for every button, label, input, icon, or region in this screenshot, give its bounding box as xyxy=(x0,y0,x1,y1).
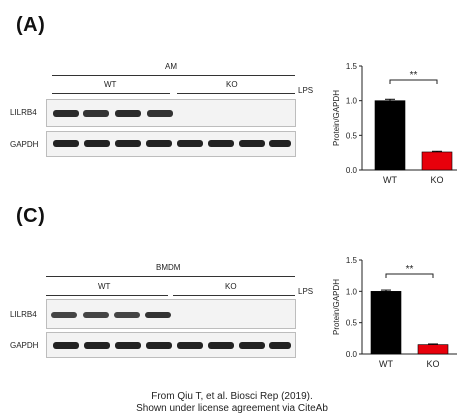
treatment-label: LPS xyxy=(298,86,314,95)
band xyxy=(208,342,234,349)
bar-ko xyxy=(421,151,453,171)
caption-line-2: Shown under license agreement via CiteAb xyxy=(136,403,328,414)
x-tick-label: WT xyxy=(379,359,393,369)
y-axis-label: Protein/GAPDH xyxy=(332,279,341,335)
cell-type-label: AM xyxy=(165,62,177,71)
band xyxy=(115,110,141,117)
significance-label: ** xyxy=(410,70,418,81)
significance-bracket xyxy=(385,273,434,278)
ko-group-label: KO xyxy=(226,80,238,89)
band xyxy=(177,342,203,349)
bar-wt xyxy=(370,291,402,355)
blot-row-label-lilrb4: LILRB4 xyxy=(10,108,37,117)
treatment-label: LPS xyxy=(298,287,314,296)
x-tick-label: WT xyxy=(383,175,397,185)
caption-line-1: From Qiu T, et al. Biosci Rep (2019). xyxy=(151,391,313,402)
cell-type-bracket xyxy=(46,276,295,277)
x-tick-label: KO xyxy=(430,175,443,185)
ko-group-label: KO xyxy=(225,282,237,291)
bar-wt xyxy=(374,100,406,171)
band xyxy=(53,140,79,147)
blot-row-label-gapdh: GAPDH xyxy=(10,341,39,350)
wt-group-bracket xyxy=(46,295,168,296)
bar-ko xyxy=(417,344,449,355)
wt-group-label: WT xyxy=(98,282,111,291)
band xyxy=(115,342,141,349)
bar-chart-a: Protein/GAPDH 0.0 0.5 1.0 1.5 WT KO ** xyxy=(332,62,457,185)
band xyxy=(146,140,172,147)
band xyxy=(147,110,173,117)
significance-bracket xyxy=(389,79,438,84)
figure-caption: From Qiu T, et al. Biosci Rep (2019). Sh… xyxy=(82,391,382,415)
x-tick-label: KO xyxy=(426,359,439,369)
band xyxy=(114,312,140,318)
significance-label: ** xyxy=(406,264,414,275)
y-tick-label: 1.5 xyxy=(346,256,358,265)
western-blot-gapdh xyxy=(46,332,296,358)
band xyxy=(83,312,109,318)
band xyxy=(83,110,109,117)
y-tick-label: 0.5 xyxy=(346,319,358,328)
band xyxy=(239,140,265,147)
band xyxy=(269,140,291,147)
band xyxy=(177,140,203,147)
western-blot-lilrb4 xyxy=(46,99,296,127)
band xyxy=(84,342,110,349)
y-tick-label: 0.5 xyxy=(346,131,358,140)
band xyxy=(84,140,110,147)
band xyxy=(115,140,141,147)
western-blot-gapdh xyxy=(46,131,296,157)
y-tick-label: 0.0 xyxy=(346,350,358,359)
band xyxy=(145,312,171,318)
y-axis-label: Protein/GAPDH xyxy=(332,90,341,146)
panel-label-c: (C) xyxy=(16,205,46,227)
blot-panel-c: BMDM WT KO LPS LILRB4 GAPDH xyxy=(0,200,464,370)
western-blot-lilrb4 xyxy=(46,299,296,329)
band xyxy=(146,342,172,349)
band xyxy=(51,312,77,318)
y-tick-label: 1.5 xyxy=(346,62,358,71)
ko-group-bracket xyxy=(173,295,295,296)
band xyxy=(269,342,291,349)
y-tick-label: 1.0 xyxy=(346,287,358,296)
bar-chart-c: Protein/GAPDH 0.0 0.5 1.0 1.5 WT KO ** xyxy=(332,256,457,369)
cell-type-label: BMDM xyxy=(156,263,181,272)
blot-row-label-lilrb4: LILRB4 xyxy=(10,310,37,319)
band xyxy=(239,342,265,349)
panel-label-a: (A) xyxy=(16,14,46,36)
wt-group-label: WT xyxy=(104,80,117,89)
blot-panel-a: AM WT KO LPS LILRB4 GAPDH xyxy=(0,0,464,200)
cell-type-bracket xyxy=(52,75,295,76)
band xyxy=(53,110,79,117)
y-tick-label: 1.0 xyxy=(346,97,358,106)
ko-group-bracket xyxy=(177,93,295,94)
band xyxy=(208,140,234,147)
band xyxy=(53,342,79,349)
y-tick-label: 0.0 xyxy=(346,166,358,175)
blot-row-label-gapdh: GAPDH xyxy=(10,140,39,149)
wt-group-bracket xyxy=(52,93,170,94)
